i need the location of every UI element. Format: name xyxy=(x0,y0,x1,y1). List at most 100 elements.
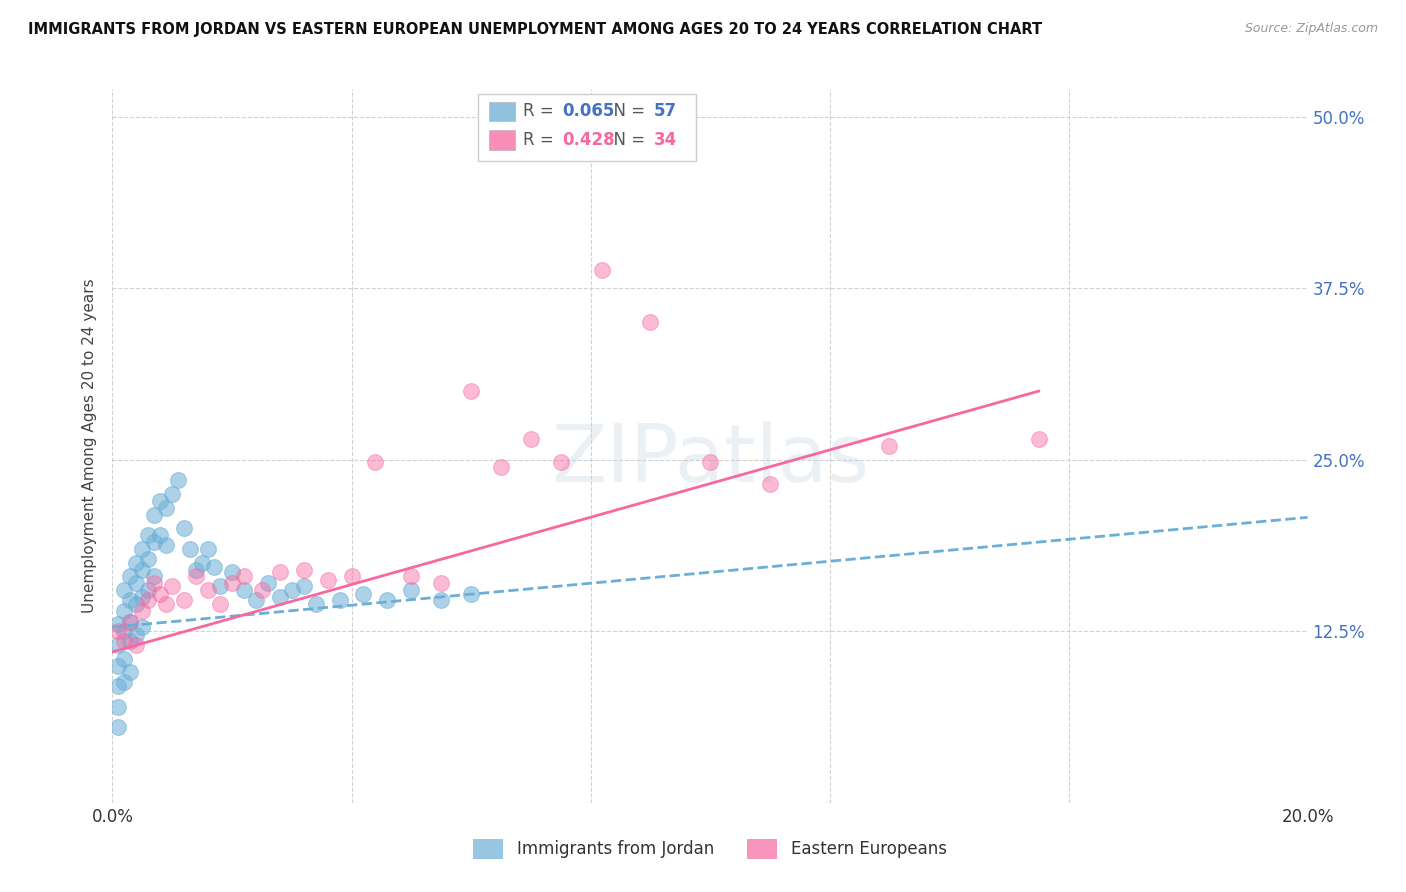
Point xyxy=(550,455,572,469)
Point xyxy=(149,587,172,601)
Point xyxy=(155,538,177,552)
Point xyxy=(460,587,482,601)
Point xyxy=(430,592,453,607)
Point xyxy=(107,699,129,714)
Point xyxy=(120,615,142,629)
Point xyxy=(162,487,183,501)
Point xyxy=(131,604,153,618)
Point xyxy=(364,455,387,469)
Point xyxy=(120,633,142,648)
Point xyxy=(167,473,190,487)
Point xyxy=(520,432,543,446)
Point xyxy=(143,508,166,522)
Point xyxy=(125,638,148,652)
Point xyxy=(125,556,148,570)
Point xyxy=(107,624,129,639)
Text: N =: N = xyxy=(603,103,651,120)
Point xyxy=(269,590,291,604)
Text: N =: N = xyxy=(603,131,651,149)
Text: R =: R = xyxy=(523,131,560,149)
Point xyxy=(377,592,399,607)
Point xyxy=(759,477,782,491)
Point xyxy=(162,579,183,593)
Point xyxy=(107,638,129,652)
Text: Source: ZipAtlas.com: Source: ZipAtlas.com xyxy=(1244,22,1378,36)
Point xyxy=(305,597,328,611)
Point xyxy=(269,566,291,580)
Point xyxy=(281,583,304,598)
Point xyxy=(138,551,160,566)
Point xyxy=(245,592,267,607)
Point xyxy=(329,592,352,607)
Text: ZIPatlas: ZIPatlas xyxy=(551,421,869,500)
Point xyxy=(107,720,129,734)
Point xyxy=(114,604,135,618)
Point xyxy=(107,658,129,673)
Point xyxy=(143,569,166,583)
Point xyxy=(114,633,135,648)
Point xyxy=(125,628,148,642)
Text: R =: R = xyxy=(523,103,560,120)
Point xyxy=(125,597,148,611)
Y-axis label: Unemployment Among Ages 20 to 24 years: Unemployment Among Ages 20 to 24 years xyxy=(82,278,97,614)
Point xyxy=(316,574,339,588)
Point xyxy=(340,569,363,583)
Point xyxy=(131,541,153,556)
Point xyxy=(191,556,214,570)
Point xyxy=(114,624,135,639)
Point xyxy=(114,583,135,598)
Point xyxy=(179,541,201,556)
Point xyxy=(131,590,153,604)
Point xyxy=(879,439,901,453)
Point xyxy=(143,535,166,549)
Point xyxy=(107,617,129,632)
Point xyxy=(699,455,721,469)
Point xyxy=(149,494,172,508)
Point xyxy=(131,620,153,634)
Point xyxy=(114,675,135,690)
Point xyxy=(138,592,160,607)
Point xyxy=(149,528,172,542)
Point xyxy=(120,569,142,583)
Point xyxy=(155,500,177,515)
Point xyxy=(107,679,129,693)
Point xyxy=(460,384,482,398)
Point xyxy=(221,566,243,580)
Text: 0.065: 0.065 xyxy=(562,103,614,120)
Point xyxy=(120,592,142,607)
Point xyxy=(221,576,243,591)
Point xyxy=(138,583,160,598)
Point xyxy=(197,541,219,556)
Point xyxy=(592,263,614,277)
Point xyxy=(1028,432,1050,446)
Point xyxy=(173,592,195,607)
Point xyxy=(186,569,208,583)
Point xyxy=(233,583,256,598)
Legend: Immigrants from Jordan, Eastern Europeans: Immigrants from Jordan, Eastern European… xyxy=(467,832,953,866)
Text: 34: 34 xyxy=(654,131,678,149)
Point xyxy=(173,521,195,535)
Point xyxy=(186,562,208,576)
Point xyxy=(114,651,135,665)
Point xyxy=(257,576,280,591)
Text: 57: 57 xyxy=(654,103,676,120)
Point xyxy=(292,579,315,593)
Point xyxy=(401,569,423,583)
Point xyxy=(250,583,273,598)
Point xyxy=(143,576,166,591)
Text: 0.428: 0.428 xyxy=(562,131,614,149)
Point xyxy=(430,576,453,591)
Point xyxy=(489,459,512,474)
Point xyxy=(155,597,177,611)
Point xyxy=(292,562,315,576)
Point xyxy=(640,316,662,330)
Point xyxy=(233,569,256,583)
Point xyxy=(138,528,160,542)
Point xyxy=(353,587,375,601)
Point xyxy=(209,597,232,611)
Text: IMMIGRANTS FROM JORDAN VS EASTERN EUROPEAN UNEMPLOYMENT AMONG AGES 20 TO 24 YEAR: IMMIGRANTS FROM JORDAN VS EASTERN EUROPE… xyxy=(28,22,1042,37)
Point xyxy=(197,583,219,598)
Point xyxy=(125,576,148,591)
Point xyxy=(120,615,142,629)
Point xyxy=(120,665,142,680)
